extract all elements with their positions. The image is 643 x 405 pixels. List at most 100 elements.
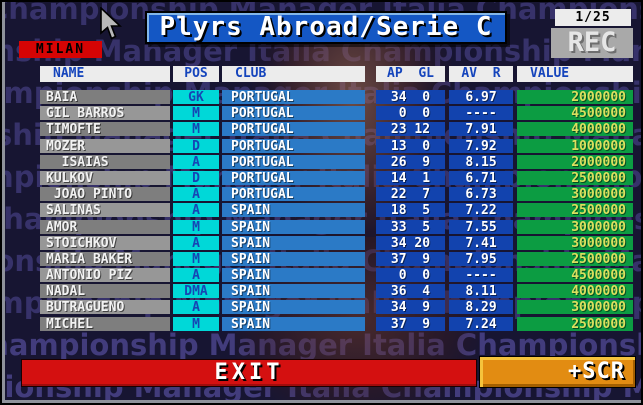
cell-club: PORTUGAL: [222, 138, 365, 153]
cell-value: 2500000: [517, 170, 633, 185]
exit-button[interactable]: EXIT: [21, 359, 477, 387]
column-header-name: NAME: [40, 66, 170, 82]
cell-value: 4000000: [517, 284, 633, 299]
cell-player-name: STOICHKOV: [40, 235, 170, 250]
cell-club: SPAIN: [222, 203, 365, 218]
column-header-club: CLUB: [222, 66, 365, 82]
cell-avg-rating: 8.11: [449, 284, 513, 299]
cell-apps-goals: 26 9: [376, 154, 445, 169]
table-row[interactable]: SALINAS A SPAIN 18 5 7.22 2500000: [40, 203, 633, 218]
cell-player-name: SALINAS: [40, 203, 170, 218]
cell-avg-rating: 7.92: [449, 138, 513, 153]
cell-position: DMA: [173, 284, 219, 299]
cell-apps-goals: 34 0: [376, 90, 445, 104]
cell-value: 4500000: [517, 268, 633, 283]
cell-position: D: [173, 138, 219, 153]
team-badge: MILAN: [19, 41, 102, 58]
cell-avg-rating: 7.22: [449, 203, 513, 218]
cell-club: PORTUGAL: [222, 187, 365, 202]
table-row[interactable]: AMOR M SPAIN 33 5 7.55 3000000: [40, 219, 633, 234]
cell-value: 3000000: [517, 300, 633, 315]
cell-position: A: [173, 187, 219, 202]
cell-club: PORTUGAL: [222, 90, 365, 104]
cell-apps-goals: 34 9: [376, 300, 445, 315]
column-header-pos: POS: [173, 66, 219, 82]
cell-position: M: [173, 251, 219, 266]
cell-value: 2500000: [517, 251, 633, 266]
table-row[interactable]: ANTONIO PIZ A SPAIN 0 0 ---- 4500000: [40, 268, 633, 283]
table-header-row: NAME POS CLUB AP GL AV R VALUE: [40, 66, 633, 82]
cell-apps-goals: 23 12: [376, 122, 445, 137]
column-header-av-r: AV R: [449, 66, 513, 82]
rec-button[interactable]: REC: [551, 28, 633, 58]
cell-player-name: ISAIAS: [40, 154, 170, 169]
table-row[interactable]: KULKOV D PORTUGAL 14 1 6.71 2500000: [40, 170, 633, 185]
cell-apps-goals: 22 7: [376, 187, 445, 202]
cell-position: M: [173, 122, 219, 137]
cell-club: PORTUGAL: [222, 154, 365, 169]
cell-player-name: BUTRAGUENO: [40, 300, 170, 315]
table-row[interactable]: GIL BARROS M PORTUGAL 0 0 ---- 4500000: [40, 106, 633, 121]
table-row[interactable]: MICHEL M SPAIN 37 9 7.24 2500000: [40, 316, 633, 331]
cell-avg-rating: 8.29: [449, 300, 513, 315]
cell-position: M: [173, 106, 219, 121]
cell-club: PORTUGAL: [222, 122, 365, 137]
cell-position: M: [173, 316, 219, 331]
cell-value: 3000000: [517, 235, 633, 250]
cell-value: 2000000: [517, 90, 633, 104]
cell-club: SPAIN: [222, 235, 365, 250]
cell-position: A: [173, 235, 219, 250]
cell-club: SPAIN: [222, 268, 365, 283]
cell-position: A: [173, 154, 219, 169]
cell-player-name: JOAO PINTO: [40, 187, 170, 202]
cell-apps-goals: 0 0: [376, 106, 445, 121]
column-header-value: VALUE: [517, 66, 633, 82]
page-title: Plyrs Abroad/Serie C: [145, 11, 507, 44]
cell-player-name: GIL BARROS: [40, 106, 170, 121]
cell-avg-rating: 7.95: [449, 251, 513, 266]
cell-value: 1000000: [517, 138, 633, 153]
cell-avg-rating: 8.15: [449, 154, 513, 169]
cell-player-name: ANTONIO PIZ: [40, 268, 170, 283]
table-row[interactable]: BUTRAGUENO A SPAIN 34 9 8.29 3000000: [40, 300, 633, 315]
table-row[interactable]: MARIA BAKER M SPAIN 37 9 7.95 2500000: [40, 251, 633, 266]
cell-avg-rating: 7.91: [449, 122, 513, 137]
cell-position: A: [173, 203, 219, 218]
cell-position: D: [173, 170, 219, 185]
table-row[interactable]: BAIA GK PORTUGAL 34 0 6.97 2000000: [40, 90, 633, 104]
cell-player-name: NADAL: [40, 284, 170, 299]
cell-apps-goals: 13 0: [376, 138, 445, 153]
cell-avg-rating: 7.41: [449, 235, 513, 250]
table-row[interactable]: ISAIAS A PORTUGAL 26 9 8.15 2000000: [40, 154, 633, 169]
page-indicator: 1/25: [555, 9, 631, 26]
cell-value: 3000000: [517, 187, 633, 202]
cell-player-name: BAIA: [40, 90, 170, 104]
cell-club: SPAIN: [222, 284, 365, 299]
column-header-ap-gl: AP GL: [376, 66, 445, 82]
cell-apps-goals: 14 1: [376, 170, 445, 185]
cell-apps-goals: 37 9: [376, 316, 445, 331]
cell-avg-rating: 6.71: [449, 170, 513, 185]
table-row[interactable]: TIMOFTE M PORTUGAL 23 12 7.91 4000000: [40, 122, 633, 137]
cell-club: SPAIN: [222, 316, 365, 331]
table-row[interactable]: NADAL DMA SPAIN 36 4 8.11 4000000: [40, 284, 633, 299]
cell-avg-rating: ----: [449, 268, 513, 283]
table-row[interactable]: JOAO PINTO A PORTUGAL 22 7 6.73 3000000: [40, 187, 633, 202]
cell-position: A: [173, 268, 219, 283]
cell-value: 2000000: [517, 154, 633, 169]
cell-avg-rating: 6.73: [449, 187, 513, 202]
cell-apps-goals: 0 0: [376, 268, 445, 283]
cell-club: SPAIN: [222, 251, 365, 266]
cell-avg-rating: 7.55: [449, 219, 513, 234]
table-row[interactable]: MOZER D PORTUGAL 13 0 7.92 1000000: [40, 138, 633, 153]
cell-club: SPAIN: [222, 300, 365, 315]
table-row[interactable]: STOICHKOV A SPAIN 34 20 7.41 3000000: [40, 235, 633, 250]
cell-apps-goals: 36 4: [376, 284, 445, 299]
cell-player-name: KULKOV: [40, 170, 170, 185]
cell-avg-rating: 7.24: [449, 316, 513, 331]
next-screen-button[interactable]: +SCR: [479, 356, 636, 388]
cell-position: A: [173, 300, 219, 315]
cell-avg-rating: ----: [449, 106, 513, 121]
cell-value: 2500000: [517, 203, 633, 218]
